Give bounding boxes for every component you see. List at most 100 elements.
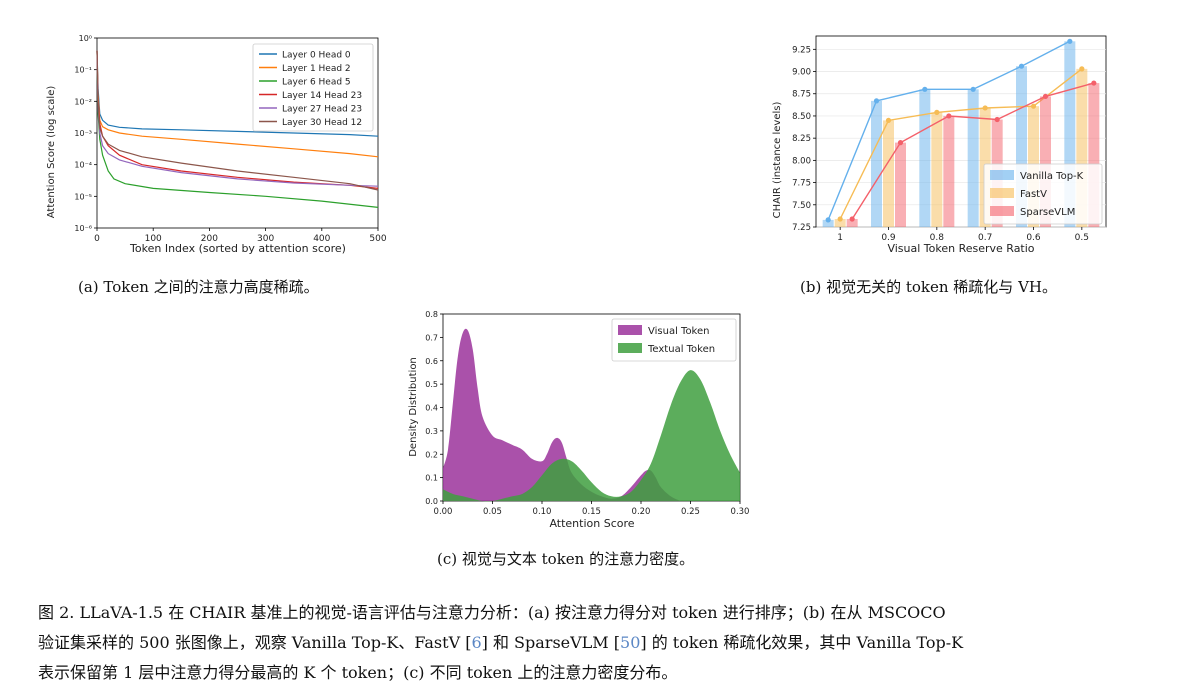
figure-b-point xyxy=(897,140,904,146)
figure-c-xtick-label: 0.25 xyxy=(681,507,700,517)
figure-c-legend-swatch xyxy=(618,343,642,353)
figure-c-ytick-label: 0.3 xyxy=(425,427,438,436)
figure-b-point xyxy=(1030,103,1037,109)
figure-b-bar xyxy=(883,120,894,227)
figure-b-ytick-label: 8.50 xyxy=(792,112,811,122)
figure-a-legend-label: Layer 27 Head 23 xyxy=(282,105,362,115)
figure-b-point xyxy=(1091,80,1097,86)
figure-b-ytick-label: 7.50 xyxy=(792,201,811,211)
figure-b-bar xyxy=(871,100,882,227)
figure-b-ytick-label: 8.00 xyxy=(792,156,811,166)
figure-b-xtick-label: 1 xyxy=(837,233,843,243)
figure-a-ytick-label: 10⁻² xyxy=(74,97,92,106)
figure-c-xtick-label: 0.20 xyxy=(632,507,651,517)
figure-a-ytick-label: 10⁰ xyxy=(79,34,92,43)
figure-b-point xyxy=(1067,38,1073,44)
figure-b-bar xyxy=(931,112,943,227)
figure-b-bar xyxy=(1040,96,1051,227)
figure-b-point xyxy=(1042,93,1049,100)
figure-b-point xyxy=(946,113,952,119)
figure-a-ytick-label: 10⁻¹ xyxy=(74,66,92,75)
figure-a-ytick-label: 10⁻³ xyxy=(74,129,92,138)
figure-b-bar xyxy=(943,115,955,227)
figure-c-density-area xyxy=(443,370,740,502)
figure-b-bar xyxy=(1088,83,1100,227)
figure-b-xtick-label: 0.7 xyxy=(978,233,992,243)
figure-b-legend-swatch xyxy=(990,170,1014,180)
figure-a-xtick-label: 200 xyxy=(201,234,218,244)
figure-b-point xyxy=(885,117,892,123)
figure-b-point xyxy=(982,105,988,111)
figure-c-ytick-label: 0.8 xyxy=(425,310,438,319)
figure-a-ytick-label: 10⁻⁶ xyxy=(74,224,92,233)
figure-b-legend-swatch xyxy=(990,188,1014,198)
figure-b-ytick-label: 9.00 xyxy=(792,68,811,78)
figure-b-bar xyxy=(834,219,846,227)
figure-a-ytick-label: 10⁻⁵ xyxy=(74,192,92,201)
figure-b-point xyxy=(837,216,843,222)
figure-c-ytick-label: 0.2 xyxy=(425,450,438,459)
caption-line-2a: 验证集采样的 500 张图像上，观察 Vanilla Top-K、FastV [ xyxy=(38,633,472,652)
figure-c-xtick-label: 0.30 xyxy=(731,507,750,517)
figure-c-ylabel: Density Distribution xyxy=(408,357,419,457)
figure-b-bar xyxy=(1064,41,1076,227)
figure-a-legend-label: Layer 6 Head 5 xyxy=(282,78,351,88)
figure-a-ylabel: Attention Score (log scale) xyxy=(46,86,57,219)
caption-line-1: 图 2. LLaVA-1.5 在 CHAIR 基准上的视觉-语言评估与注意力分析… xyxy=(38,603,946,622)
figure-b-point xyxy=(934,109,940,115)
figure-c-ytick-label: 0.6 xyxy=(425,357,438,366)
figure-c-xtick-label: 0.10 xyxy=(533,507,552,517)
figure-b-bar xyxy=(1076,68,1088,227)
figure-c-xtick-label: 0.05 xyxy=(483,507,502,517)
figure-b-ytick-label: 8.25 xyxy=(792,134,811,144)
figure-b-point xyxy=(922,86,928,92)
figure-c-chart: Density Distribution Attention Score 0.0… xyxy=(408,310,750,530)
figure-b-xtick-label: 0.5 xyxy=(1075,233,1089,243)
figure-b-ytick-label: 9.25 xyxy=(792,45,811,55)
figure-b-ytick-label: 8.75 xyxy=(792,90,811,100)
figure-c-ytick-label: 0.5 xyxy=(425,380,438,389)
figure-b-xtick-label: 0.8 xyxy=(930,233,945,243)
caption-line-2b: ] 和 SparseVLM [ xyxy=(481,633,621,652)
figure-b-legend-swatch xyxy=(990,206,1014,216)
figure-c-legend-label: Visual Token xyxy=(648,326,709,337)
figure-a-series-line xyxy=(96,50,379,191)
figure-a-xtick-label: 400 xyxy=(313,234,330,244)
figure-b-point xyxy=(873,98,880,104)
citation-link-50[interactable]: 50 xyxy=(620,633,641,652)
figure-b-xtick-label: 0.9 xyxy=(881,233,896,243)
figure-a-legend-label: Layer 0 Head 0 xyxy=(282,51,351,61)
figure-a-xlabel: Token Index (sorted by attention score) xyxy=(129,242,346,255)
figure-c-ytick-label: 0.0 xyxy=(425,497,438,506)
figure-b-legend-label: Vanilla Top-K xyxy=(1020,171,1084,182)
figure-c-xtick-label: 0.00 xyxy=(434,507,453,517)
figure-b-bar xyxy=(1016,66,1027,227)
figure-a-legend-label: Layer 14 Head 23 xyxy=(282,91,362,101)
figure-b-point xyxy=(849,216,855,222)
figure-a-legend-label: Layer 30 Head 12 xyxy=(282,118,362,128)
figure-b-point xyxy=(994,116,1000,123)
figure-a-ytick-label: 10⁻⁴ xyxy=(74,161,92,170)
figure-b-bar xyxy=(919,89,931,227)
figure-a-legend xyxy=(252,43,374,132)
figure-b-point xyxy=(825,217,831,223)
figure-a-chart: Attention Score (log scale) Token Index … xyxy=(46,34,387,255)
figure-b-subcaption: (b) 视觉无关的 token 稀疏化与 VH。 xyxy=(800,278,1057,296)
figure-b-point xyxy=(970,86,976,92)
figure-a-xtick-label: 300 xyxy=(257,234,274,244)
figure-b-xlabel: Visual Token Reserve Ratio xyxy=(887,242,1034,255)
figure-b-bar xyxy=(846,219,858,227)
citation-link-6[interactable]: 6 xyxy=(471,633,482,652)
figure-b-bar xyxy=(967,89,979,227)
figure-a-legend-label: Layer 1 Head 2 xyxy=(282,64,351,74)
figure-c-density-area xyxy=(443,328,681,501)
figure-b-ytick-label: 7.75 xyxy=(792,179,811,189)
caption-line-2c: ] 的 token 稀疏化效果，其中 Vanilla Top-K xyxy=(640,633,964,652)
figure-b-bar xyxy=(822,219,834,227)
figure-a-series-line xyxy=(96,50,379,208)
figure-c-ytick-label: 0.7 xyxy=(425,333,438,342)
figure-b-legend-label: FastV xyxy=(1020,189,1047,200)
figure-a-xtick-label: 100 xyxy=(145,234,162,244)
figure-b-point xyxy=(1018,63,1025,69)
figure-c-ytick-label: 0.4 xyxy=(425,404,438,413)
